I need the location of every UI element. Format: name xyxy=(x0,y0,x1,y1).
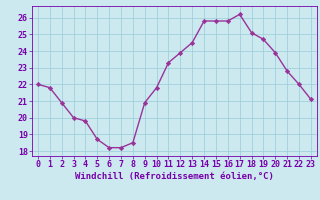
X-axis label: Windchill (Refroidissement éolien,°C): Windchill (Refroidissement éolien,°C) xyxy=(75,172,274,181)
